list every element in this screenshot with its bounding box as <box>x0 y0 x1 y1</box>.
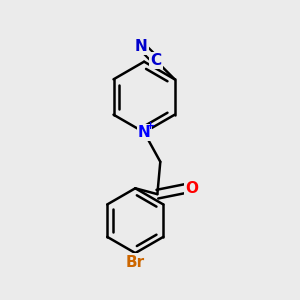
Text: N: N <box>135 38 148 53</box>
Text: C: C <box>150 53 161 68</box>
Text: Br: Br <box>126 254 145 269</box>
Text: +: + <box>146 121 155 131</box>
Text: N: N <box>138 125 151 140</box>
Text: O: O <box>186 181 199 196</box>
